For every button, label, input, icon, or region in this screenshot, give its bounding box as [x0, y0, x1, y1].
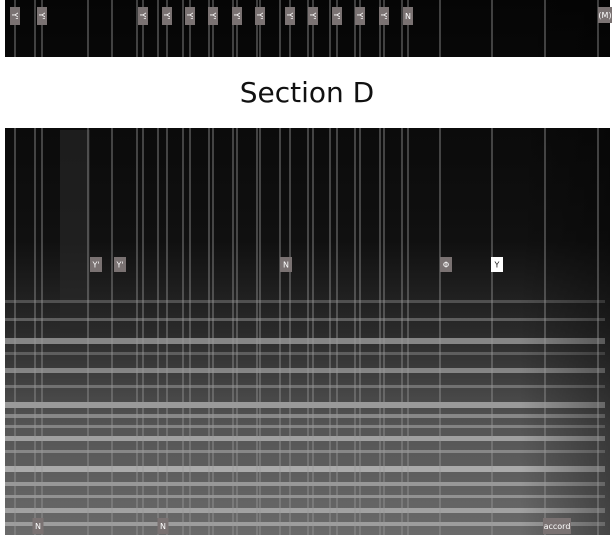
marker-text: Y': [355, 11, 364, 19]
marker-text: Y': [332, 11, 341, 19]
marker-text: Y': [162, 11, 171, 19]
marker-box: [285, 7, 295, 25]
marker-box: [37, 7, 47, 25]
marker-box: [403, 7, 413, 25]
marker-box: [255, 7, 265, 25]
time-ruler: [0, 535, 614, 546]
marker-box: [10, 7, 20, 25]
marker-box: [355, 7, 365, 25]
marker-box: [138, 7, 148, 25]
marker-text: Y': [115, 261, 123, 270]
marker-text: accord: [544, 522, 571, 531]
marker-text: N: [35, 522, 41, 531]
marker-box: [308, 7, 318, 25]
marker-text: Y': [10, 11, 19, 19]
marker-box: [185, 7, 195, 25]
marker-text: (M): [598, 11, 611, 20]
marker-box: [379, 7, 389, 25]
marker-text: N: [283, 261, 289, 270]
marker-text: Y': [185, 11, 194, 19]
marker-text: Y': [255, 11, 264, 19]
marker-text: Y': [37, 11, 46, 19]
marker-box: [232, 7, 242, 25]
marker-box: [598, 7, 612, 23]
marker-text: Y': [308, 11, 317, 19]
marker-box: [162, 7, 172, 25]
marker-text: Y': [138, 11, 147, 19]
marker-text: Y': [208, 11, 217, 19]
marker-box: [114, 257, 126, 272]
marker-text: Y': [285, 11, 294, 19]
marker-text: Y': [379, 11, 388, 19]
marker-text: N: [160, 522, 166, 531]
marker-box: [157, 518, 169, 534]
section-band: [5, 57, 610, 128]
marker-box: [280, 257, 292, 272]
marker-text: Y': [91, 261, 99, 270]
marker-box: [440, 257, 452, 272]
marker-text: Φ: [443, 261, 449, 270]
marker-box: [90, 257, 102, 272]
marker-box: [543, 518, 571, 534]
marker-box: [491, 257, 503, 272]
marker-box: [208, 7, 218, 25]
marker-text: Y': [232, 11, 241, 19]
section-label: Section D: [240, 76, 375, 109]
marker-text: N: [405, 12, 411, 21]
marker-text: Y: [494, 261, 500, 270]
marker-box: [332, 7, 342, 25]
marker-box: [32, 518, 44, 534]
